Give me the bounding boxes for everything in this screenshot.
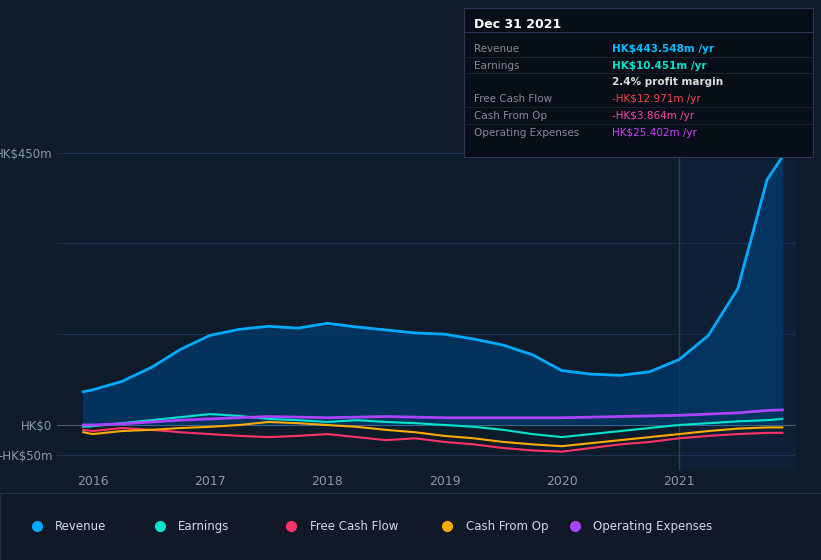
Text: Cash From Op: Cash From Op <box>474 111 547 121</box>
Text: Earnings: Earnings <box>474 60 519 71</box>
Text: Free Cash Flow: Free Cash Flow <box>310 520 398 533</box>
Text: -HK$12.971m /yr: -HK$12.971m /yr <box>612 94 700 104</box>
Text: HK$10.451m /yr: HK$10.451m /yr <box>612 60 706 71</box>
Text: 2.4% profit margin: 2.4% profit margin <box>612 77 722 87</box>
Text: Dec 31 2021: Dec 31 2021 <box>474 18 561 31</box>
Text: Operating Expenses: Operating Expenses <box>474 128 579 138</box>
Bar <box>679 134 796 470</box>
Text: Cash From Op: Cash From Op <box>466 520 548 533</box>
Text: HK$443.548m /yr: HK$443.548m /yr <box>612 44 713 54</box>
Text: Earnings: Earnings <box>178 520 230 533</box>
Text: Free Cash Flow: Free Cash Flow <box>474 94 552 104</box>
Text: -HK$3.864m /yr: -HK$3.864m /yr <box>612 111 694 121</box>
Text: Operating Expenses: Operating Expenses <box>593 520 712 533</box>
Text: Revenue: Revenue <box>474 44 519 54</box>
Text: HK$25.402m /yr: HK$25.402m /yr <box>612 128 696 138</box>
Text: Revenue: Revenue <box>55 520 107 533</box>
